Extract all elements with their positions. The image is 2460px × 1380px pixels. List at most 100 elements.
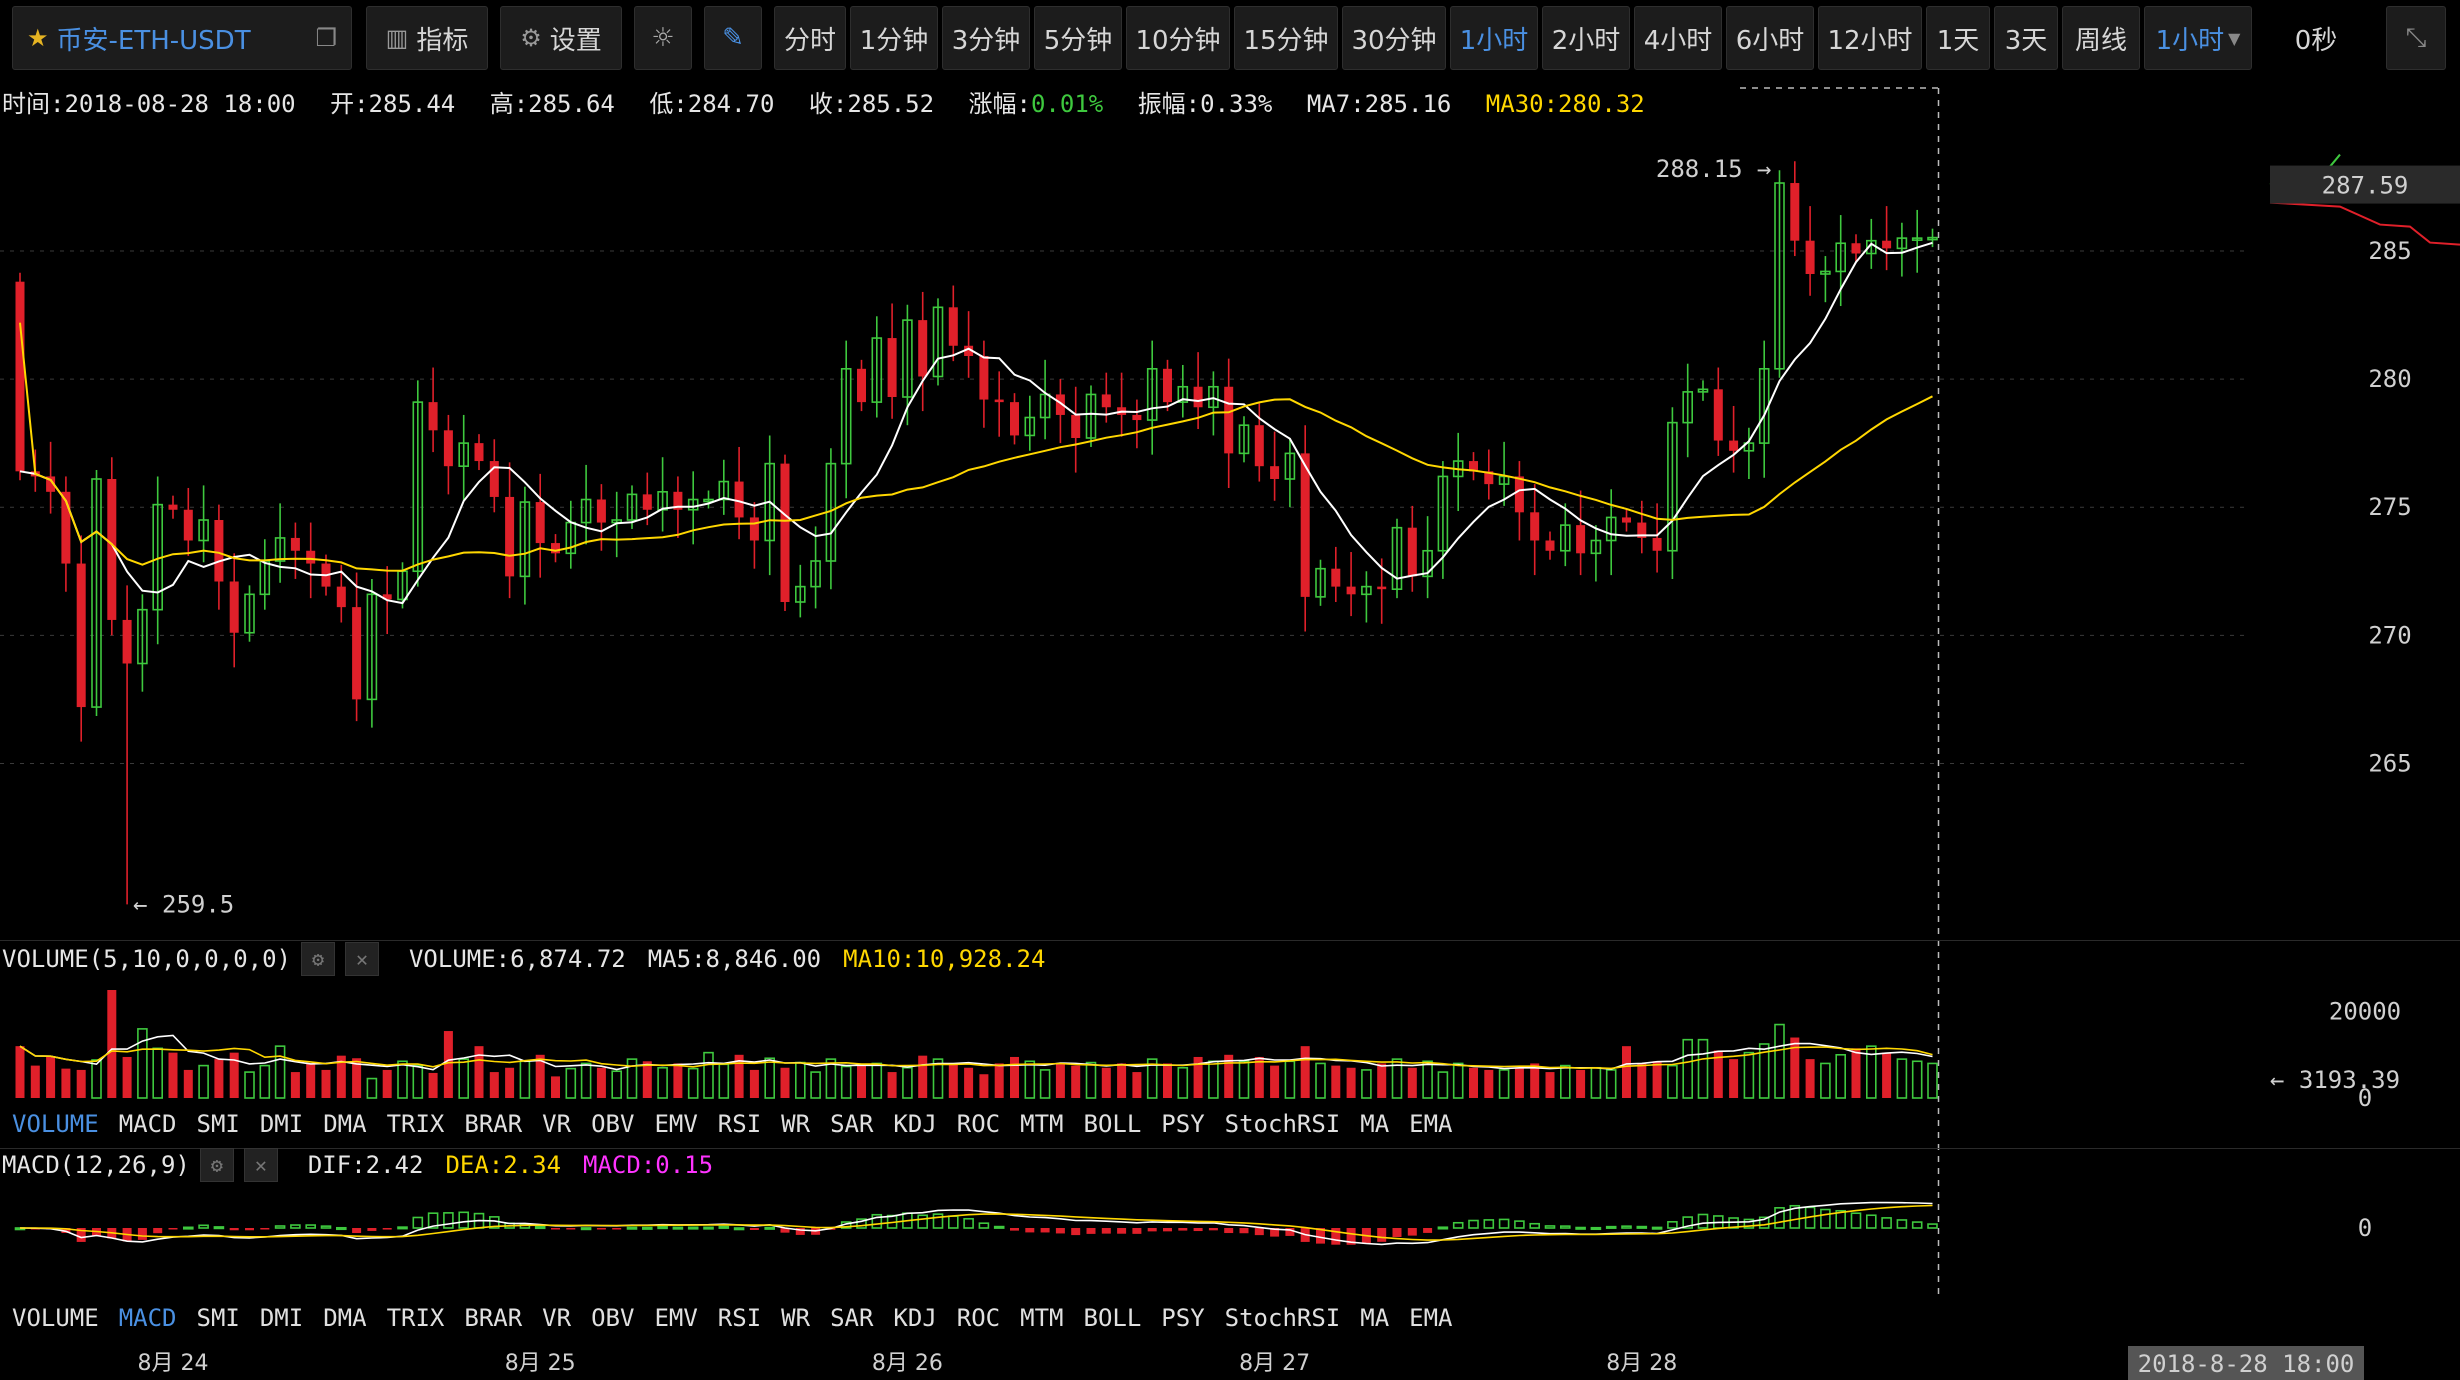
macd-tab-ma[interactable]: MA (1360, 1304, 1390, 1332)
volume-tab-sar[interactable]: SAR (830, 1110, 874, 1138)
volume-bar (274, 1045, 286, 1099)
volume-bars (15, 990, 1938, 1099)
interval-button-9[interactable]: 4小时 (1634, 6, 1722, 70)
volume-tab-brar[interactable]: BRAR (464, 1110, 523, 1138)
interval-button-4[interactable]: 10分钟 (1126, 6, 1230, 70)
interval-button-1[interactable]: 1分钟 (850, 6, 938, 70)
macd-tab-stochrsi[interactable]: StochRSI (1224, 1304, 1341, 1332)
macd-tick-label: 0 (2358, 1214, 2372, 1242)
volume-bar (382, 1069, 392, 1098)
interval-label: 分时 (783, 25, 836, 56)
interval-button-5[interactable]: 15分钟 (1234, 6, 1338, 70)
interval-button-14[interactable]: 周线 (2062, 6, 2140, 70)
macd-tab-obv[interactable]: OBV (591, 1304, 635, 1332)
volume-tab-vr[interactable]: VR (542, 1110, 572, 1138)
volume-tab-mtm[interactable]: MTM (1020, 1110, 1064, 1138)
candle-body (1790, 183, 1800, 241)
volume-bar (1163, 1063, 1172, 1098)
volume-tab-obv[interactable]: OBV (591, 1110, 635, 1138)
volume-settings-icon[interactable]: ⚙ (300, 942, 335, 976)
candle-body (1469, 461, 1478, 472)
volume-bar (840, 1065, 852, 1099)
macd-tab-rsi[interactable]: RSI (717, 1304, 762, 1332)
candle-body (505, 496, 515, 577)
interval-button-13[interactable]: 3天 (1994, 6, 2058, 70)
macd-tab-ema[interactable]: EMA (1409, 1304, 1453, 1332)
macd-settings-icon[interactable]: ⚙ (199, 1148, 234, 1182)
volume-tab-ma[interactable]: MA (1360, 1110, 1390, 1138)
volume-tab-rsi[interactable]: RSI (717, 1110, 762, 1138)
interval-button-11[interactable]: 12小时 (1818, 6, 1922, 70)
volume-tab-wr[interactable]: WR (781, 1110, 811, 1138)
volume-tab-smi[interactable]: SMI (196, 1110, 240, 1138)
candle-body (1331, 568, 1341, 587)
price-tick-label: 275 (2368, 493, 2411, 521)
macd-bar (1468, 1219, 1479, 1229)
macd-tab-psy[interactable]: PSY (1161, 1304, 1205, 1332)
macd-bar (1651, 1226, 1663, 1230)
macd-tab-sar[interactable]: SAR (830, 1304, 874, 1332)
indicator-button[interactable]: ▥ 指标 (366, 6, 488, 70)
macd-tab-mtm[interactable]: MTM (1020, 1304, 1064, 1332)
volume-close-icon[interactable]: ✕ (344, 942, 379, 976)
volume-tab-roc[interactable]: ROC (956, 1110, 1001, 1138)
macd-tab-vr[interactable]: VR (542, 1304, 572, 1332)
draw-tool-button[interactable]: ✎ (704, 6, 762, 70)
macd-tab-macd[interactable]: MACD (118, 1304, 177, 1332)
interval-button-0[interactable]: 分时 (774, 6, 846, 70)
macd-tab-brar[interactable]: BRAR (464, 1304, 523, 1332)
volume-tab-macd[interactable]: MACD (118, 1110, 177, 1138)
star-icon[interactable]: ★ (27, 24, 49, 52)
macd-bar (580, 1227, 592, 1231)
volume-bar (749, 1069, 759, 1098)
indicator-tabs-volume: VOLUME MACD SMI DMI DMA TRIX BRAR VR OBV EMV RSI WR… (12, 1110, 1473, 1138)
volume-tab-trix[interactable]: TRIX (386, 1110, 445, 1138)
volume-bar (948, 1063, 958, 1098)
candle-body (412, 401, 424, 573)
volume-tab-dmi[interactable]: DMI (259, 1110, 304, 1138)
interval-dropdown[interactable]: 1小时 ▼ (2144, 6, 2252, 70)
macd-tab-dmi[interactable]: DMI (259, 1304, 304, 1332)
interval-button-7[interactable]: 1小时 (1450, 6, 1538, 70)
interval-button-2[interactable]: 3分钟 (942, 6, 1030, 70)
volume-tab-psy[interactable]: PSY (1161, 1110, 1205, 1138)
volume-tab-kdj[interactable]: KDJ (893, 1110, 937, 1138)
interval-button-10[interactable]: 6小时 (1726, 6, 1814, 70)
volume-tab-ema[interactable]: EMA (1409, 1110, 1453, 1138)
macd-tab-boll[interactable]: BOLL (1083, 1304, 1142, 1332)
theme-toggle-button[interactable]: ☼ (634, 6, 692, 70)
candle-body (1361, 585, 1372, 596)
fullscreen-button[interactable]: ⤡ (2386, 6, 2446, 70)
volume-tab-boll[interactable]: BOLL (1083, 1110, 1142, 1138)
macd-close-icon[interactable]: ✕ (243, 1148, 278, 1182)
settings-button[interactable]: ⚙ 设置 (500, 6, 622, 70)
interval-label: 4小时 (1643, 25, 1713, 56)
pair-selector[interactable]: ★ 币安-ETH-USDT ❐ (12, 6, 352, 70)
macd-tab-trix[interactable]: TRIX (386, 1304, 445, 1332)
volume-bar (443, 1031, 453, 1098)
interval-button-6[interactable]: 30分钟 (1342, 6, 1446, 70)
volume-bar (551, 1076, 560, 1098)
macd-tab-emv[interactable]: EMV (654, 1304, 698, 1332)
candle-body (1300, 453, 1310, 597)
volume-tab-emv[interactable]: EMV (654, 1110, 698, 1138)
macd-tab-volume[interactable]: VOLUME (12, 1304, 99, 1332)
candle-body (840, 368, 852, 465)
popout-icon[interactable]: ❐ (315, 24, 337, 52)
macd-tab-wr[interactable]: WR (781, 1304, 811, 1332)
macd-tab-roc[interactable]: ROC (956, 1304, 1001, 1332)
volume-tab-dma[interactable]: DMA (323, 1110, 367, 1138)
volume-tab-volume[interactable]: VOLUME (12, 1110, 99, 1138)
macd-tab-smi[interactable]: SMI (196, 1304, 240, 1332)
candle-body (214, 520, 224, 582)
macd-tab-dma[interactable]: DMA (323, 1304, 367, 1332)
volume-tab-stochrsi[interactable]: StochRSI (1224, 1110, 1341, 1138)
interval-button-8[interactable]: 2小时 (1542, 6, 1630, 70)
interval-button-3[interactable]: 5分钟 (1034, 6, 1122, 70)
cursor-time-box (2128, 1346, 2364, 1380)
volume-bar (1697, 1038, 1709, 1099)
macd-dif: DIF:2.42 (307, 1151, 424, 1179)
macd-tab-kdj[interactable]: KDJ (893, 1304, 937, 1332)
interval-button-12[interactable]: 1天 (1926, 6, 1990, 70)
